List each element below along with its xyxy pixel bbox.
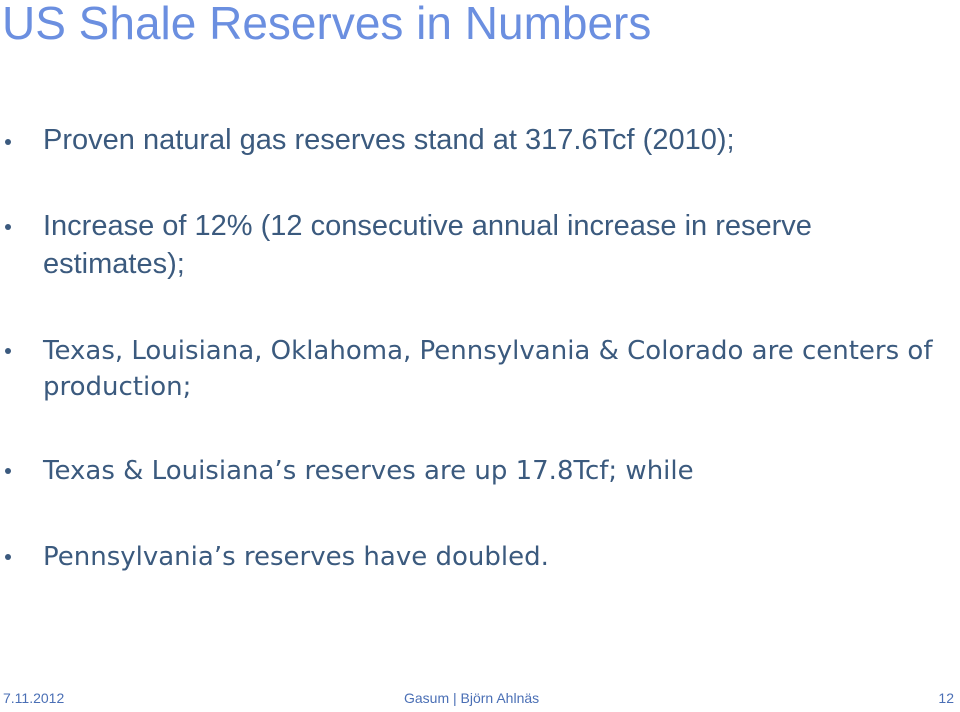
bullet-text: Increase of 12% (12 consecutive annual i… [43, 210, 812, 280]
bullet-text: Texas, Louisiana, Oklahoma, Pennsylvania… [43, 336, 933, 402]
bullet-text: Pennsylvania’s reserves have doubled. [43, 542, 549, 572]
slide-title: US Shale Reserves in Numbers [2, 0, 652, 49]
bullet-dot [5, 348, 11, 354]
bullet-dot [5, 468, 11, 474]
bullet-dot [5, 224, 11, 230]
bullet-dot [5, 139, 11, 145]
footer-center: Gasum | Björn Ahlnäs [404, 690, 540, 706]
footer-page: 12 [938, 690, 954, 706]
bullet-dot [5, 554, 11, 560]
bullet-text: Proven natural gas reserves stand at 317… [43, 124, 735, 156]
footer-date: 7.11.2012 [3, 690, 65, 706]
bullet-text: Texas & Louisiana’s reserves are up 17.8… [43, 456, 694, 486]
